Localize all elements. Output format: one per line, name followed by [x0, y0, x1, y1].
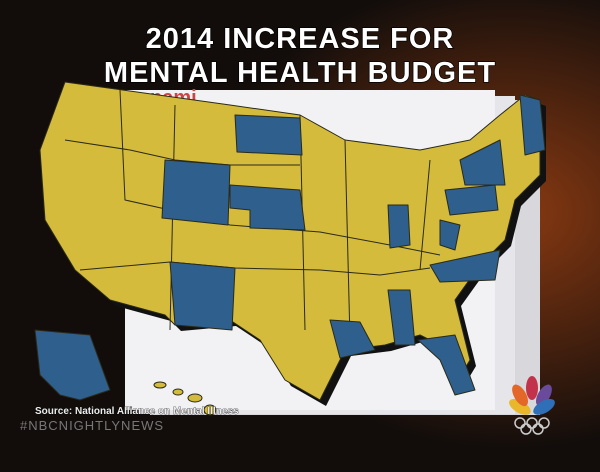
state	[439, 219, 461, 251]
us-map	[34, 81, 546, 416]
state	[169, 261, 236, 331]
state	[387, 204, 411, 249]
state	[329, 319, 376, 359]
state	[459, 139, 506, 186]
source: Source: National Alliance on Mental Illn…	[35, 406, 239, 417]
title-line: 2014 INCREASE FOR	[146, 23, 455, 55]
state	[429, 249, 501, 283]
state	[229, 184, 306, 231]
state	[417, 334, 476, 396]
state	[34, 329, 111, 401]
network-logo	[509, 376, 555, 435]
state	[387, 289, 416, 346]
state	[234, 114, 303, 156]
hashtag: #NBCNIGHTLYNEWS	[20, 418, 164, 433]
hawaii	[153, 381, 217, 416]
state	[444, 184, 499, 216]
title-line: MENTAL HEALTH BUDGET	[104, 57, 496, 89]
state	[519, 94, 546, 156]
state	[161, 159, 231, 226]
